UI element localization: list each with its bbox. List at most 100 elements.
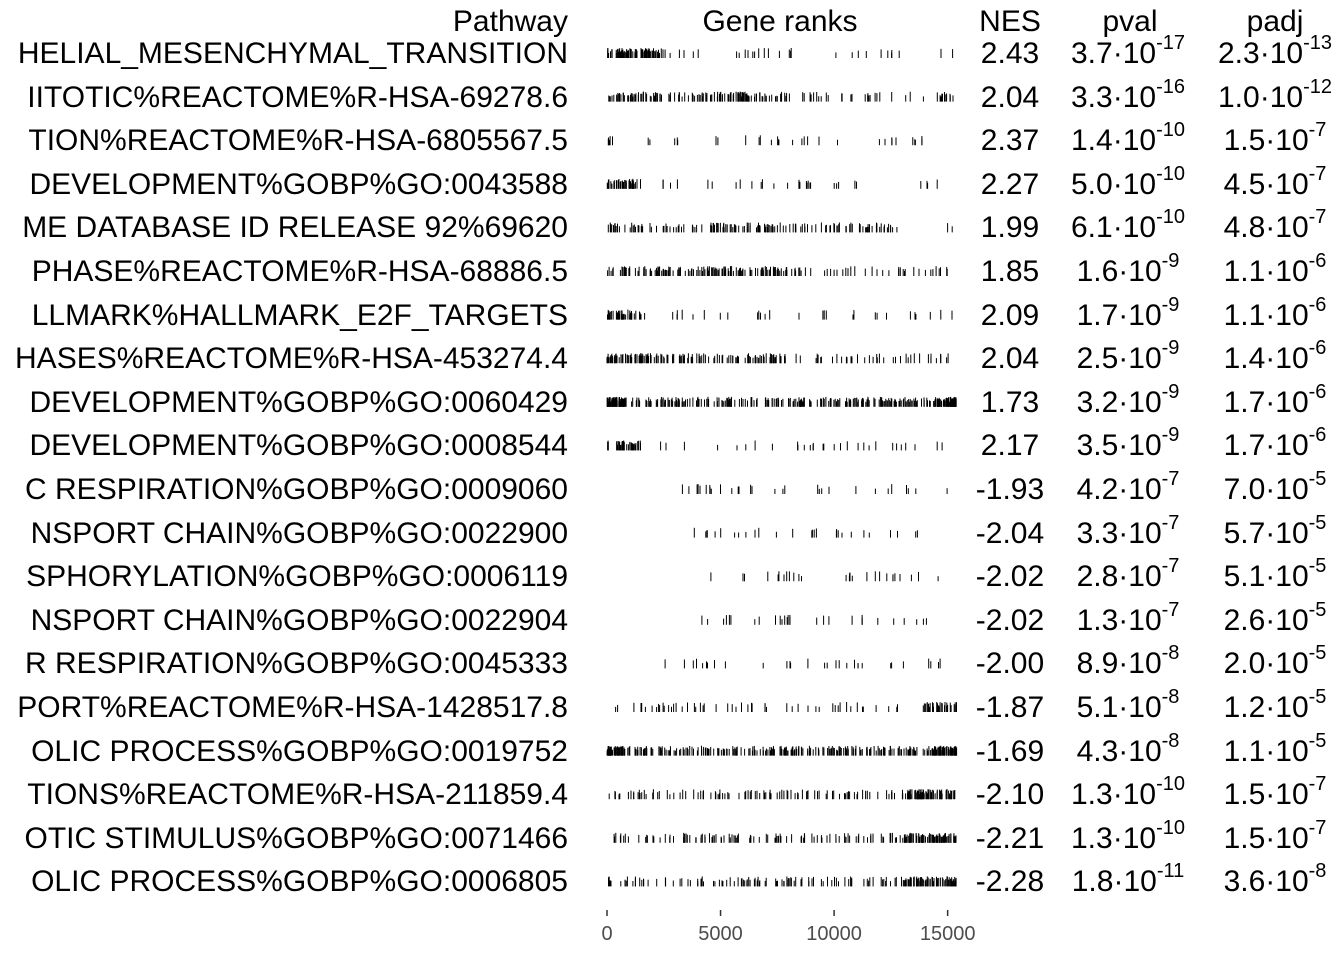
nes-value: 2.27 <box>980 167 1040 201</box>
pval-exponent: -10 <box>1156 206 1185 229</box>
gene-rank-barcode <box>606 353 949 364</box>
pval-mantissa: 3.3·10 <box>1071 80 1157 114</box>
pval-mantissa: 8.9·10 <box>1076 647 1162 681</box>
pval-value: 2.8·10-7 <box>1056 555 1200 602</box>
padj-exponent: -6 <box>1308 424 1327 447</box>
nes-value: -2.02 <box>975 560 1045 594</box>
padj-mantissa: 1.2·10 <box>1223 691 1309 724</box>
pval-mantissa: 3.5·10 <box>1076 429 1162 463</box>
table-row: DEVELOPMENT%GOBP%GO:0043588 2.27 5.0·10-10… <box>0 163 1344 207</box>
padj-exponent: -6 <box>1308 337 1327 360</box>
pval-exponent: -7 <box>1161 511 1180 534</box>
nes-value: -2.02 <box>975 603 1045 637</box>
x-axis: 0 5000 10000 15000 <box>601 910 975 945</box>
padj-exponent: -7 <box>1308 816 1327 839</box>
pval-exponent: -9 <box>1161 337 1180 360</box>
padj-mantissa: 1.1·10 <box>1223 255 1309 288</box>
gene-rank-barcode <box>607 440 943 451</box>
padj-value: 2.0·10-5 <box>1206 642 1344 689</box>
padj-value: 1.5·10-7 <box>1206 817 1344 864</box>
table-row: HASES%REACTOME%R-HSA-453274.4 2.04 2.5·10-… <box>0 337 1344 381</box>
padj-mantissa: 1.1·10 <box>1223 298 1309 332</box>
nes-value: 1.73 <box>980 385 1040 419</box>
header-nes: NES <box>979 5 1041 38</box>
pval-value: 1.7·10-9 <box>1056 294 1200 341</box>
padj-mantissa: 7.0·10 <box>1223 473 1309 506</box>
pathway-label: HELIAL_MESENCHYMAL_TRANSITION <box>17 37 568 70</box>
padj-mantissa: 2.0·10 <box>1223 647 1309 681</box>
pval-mantissa: 1.4·10 <box>1071 124 1157 158</box>
padj-value: 1.1·10-6 <box>1206 294 1344 341</box>
pval-value: 1.3·10-7 <box>1056 599 1200 646</box>
padj-exponent: -5 <box>1308 729 1327 752</box>
padj-exponent: -5 <box>1308 555 1327 578</box>
padj-exponent: -7 <box>1308 773 1327 796</box>
pval-mantissa: 6.1·10 <box>1071 211 1157 245</box>
pval-value: 6.1·10-10 <box>1056 206 1200 253</box>
padj-mantissa: 1.0·10 <box>1218 80 1304 114</box>
gene-rank-barcode <box>606 396 957 407</box>
pval-mantissa: 3.3·10 <box>1076 516 1162 550</box>
pval-exponent: -10 <box>1156 162 1185 185</box>
padj-exponent: -6 <box>1308 250 1327 272</box>
nes-value: 2.37 <box>980 124 1040 158</box>
table-row: OTIC STIMULUS%GOBP%GO:0071466 -2.21 1.3·10… <box>0 817 1344 861</box>
gene-rank-barcode <box>710 571 939 582</box>
nes-value: 2.04 <box>980 342 1040 376</box>
padj-exponent: -6 <box>1308 380 1327 403</box>
table-row: SPHORYLATION%GOBP%GO:0006119 -2.02 2.8·10-… <box>0 555 1344 599</box>
nes-value: -1.93 <box>975 473 1045 506</box>
pval-exponent: -10 <box>1156 119 1185 142</box>
nes-value: 1.85 <box>980 255 1040 288</box>
pathway-label: OLIC PROCESS%GOBP%GO:0019752 <box>31 734 568 768</box>
pval-mantissa: 3.7·10 <box>1071 37 1157 70</box>
pathway-label: TIONS%REACTOME%R-HSA-211859.4 <box>27 778 568 812</box>
pathway-label: R RESPIRATION%GOBP%GO:0045333 <box>25 647 568 681</box>
nes-value: -2.28 <box>975 865 1045 899</box>
pathway-label: HASES%REACTOME%R-HSA-453274.4 <box>15 342 568 376</box>
table-row: HELIAL_MESENCHYMAL_TRANSITION 2.43 3.7·10-… <box>0 32 1344 76</box>
pval-value: 4.3·10-8 <box>1056 730 1200 777</box>
pval-value: 5.0·10-10 <box>1056 163 1200 210</box>
pathway-label: OTIC STIMULUS%GOBP%GO:0071466 <box>24 821 568 855</box>
table-row: C RESPIRATION%GOBP%GO:0009060 -1.93 4.2·10… <box>0 468 1344 512</box>
pval-value: 4.2·10-7 <box>1056 468 1200 515</box>
padj-mantissa: 5.1·10 <box>1223 560 1309 594</box>
padj-value: 1.7·10-6 <box>1206 381 1344 428</box>
pval-mantissa: 2.8·10 <box>1076 560 1162 594</box>
padj-exponent: -6 <box>1308 293 1327 316</box>
padj-mantissa: 5.7·10 <box>1223 516 1309 550</box>
padj-mantissa: 1.5·10 <box>1223 778 1309 812</box>
padj-exponent: -7 <box>1308 206 1327 229</box>
nes-value: -2.10 <box>975 778 1045 812</box>
padj-mantissa: 1.5·10 <box>1223 821 1309 855</box>
table-row: PHASE%REACTOME%R-HSA-68886.5 1.85 1.6·10-9… <box>0 250 1344 294</box>
padj-value: 2.6·10-5 <box>1206 599 1344 646</box>
pval-exponent: -9 <box>1161 250 1180 272</box>
pval-mantissa: 5.0·10 <box>1071 167 1157 201</box>
padj-value: 1.5·10-7 <box>1206 119 1344 166</box>
nes-value: 2.43 <box>980 37 1040 70</box>
nes-value: -2.21 <box>975 821 1045 855</box>
pathway-label: DEVELOPMENT%GOBP%GO:0008544 <box>29 429 568 463</box>
pathway-label: SPHORYLATION%GOBP%GO:0006119 <box>26 560 568 594</box>
pathway-label: IITOTIC%REACTOME%R-HSA-69278.6 <box>27 80 568 114</box>
gene-rank-barcode <box>664 658 941 669</box>
pathway-label: DEVELOPMENT%GOBP%GO:0043588 <box>29 167 568 201</box>
padj-value: 2.3·10-13 <box>1206 32 1344 79</box>
pathway-label: OLIC PROCESS%GOBP%GO:0006805 <box>31 865 568 899</box>
pval-exponent: -8 <box>1161 686 1180 708</box>
pval-value: 3.3·10-7 <box>1056 512 1200 559</box>
pval-value: 3.3·10-16 <box>1056 76 1200 123</box>
padj-mantissa: 2.3·10 <box>1218 37 1304 70</box>
padj-value: 1.1·10-6 <box>1206 250 1344 297</box>
pval-value: 3.5·10-9 <box>1056 424 1200 471</box>
pval-value: 5.1·10-8 <box>1056 686 1200 733</box>
pval-mantissa: 1.6·10 <box>1076 255 1162 288</box>
pval-exponent: -16 <box>1156 75 1185 98</box>
gene-rank-barcode <box>607 309 953 320</box>
gene-rank-barcode <box>701 614 927 625</box>
pathway-label: TION%REACTOME%R-HSA-6805567.5 <box>28 124 568 158</box>
padj-exponent: -5 <box>1308 468 1327 490</box>
